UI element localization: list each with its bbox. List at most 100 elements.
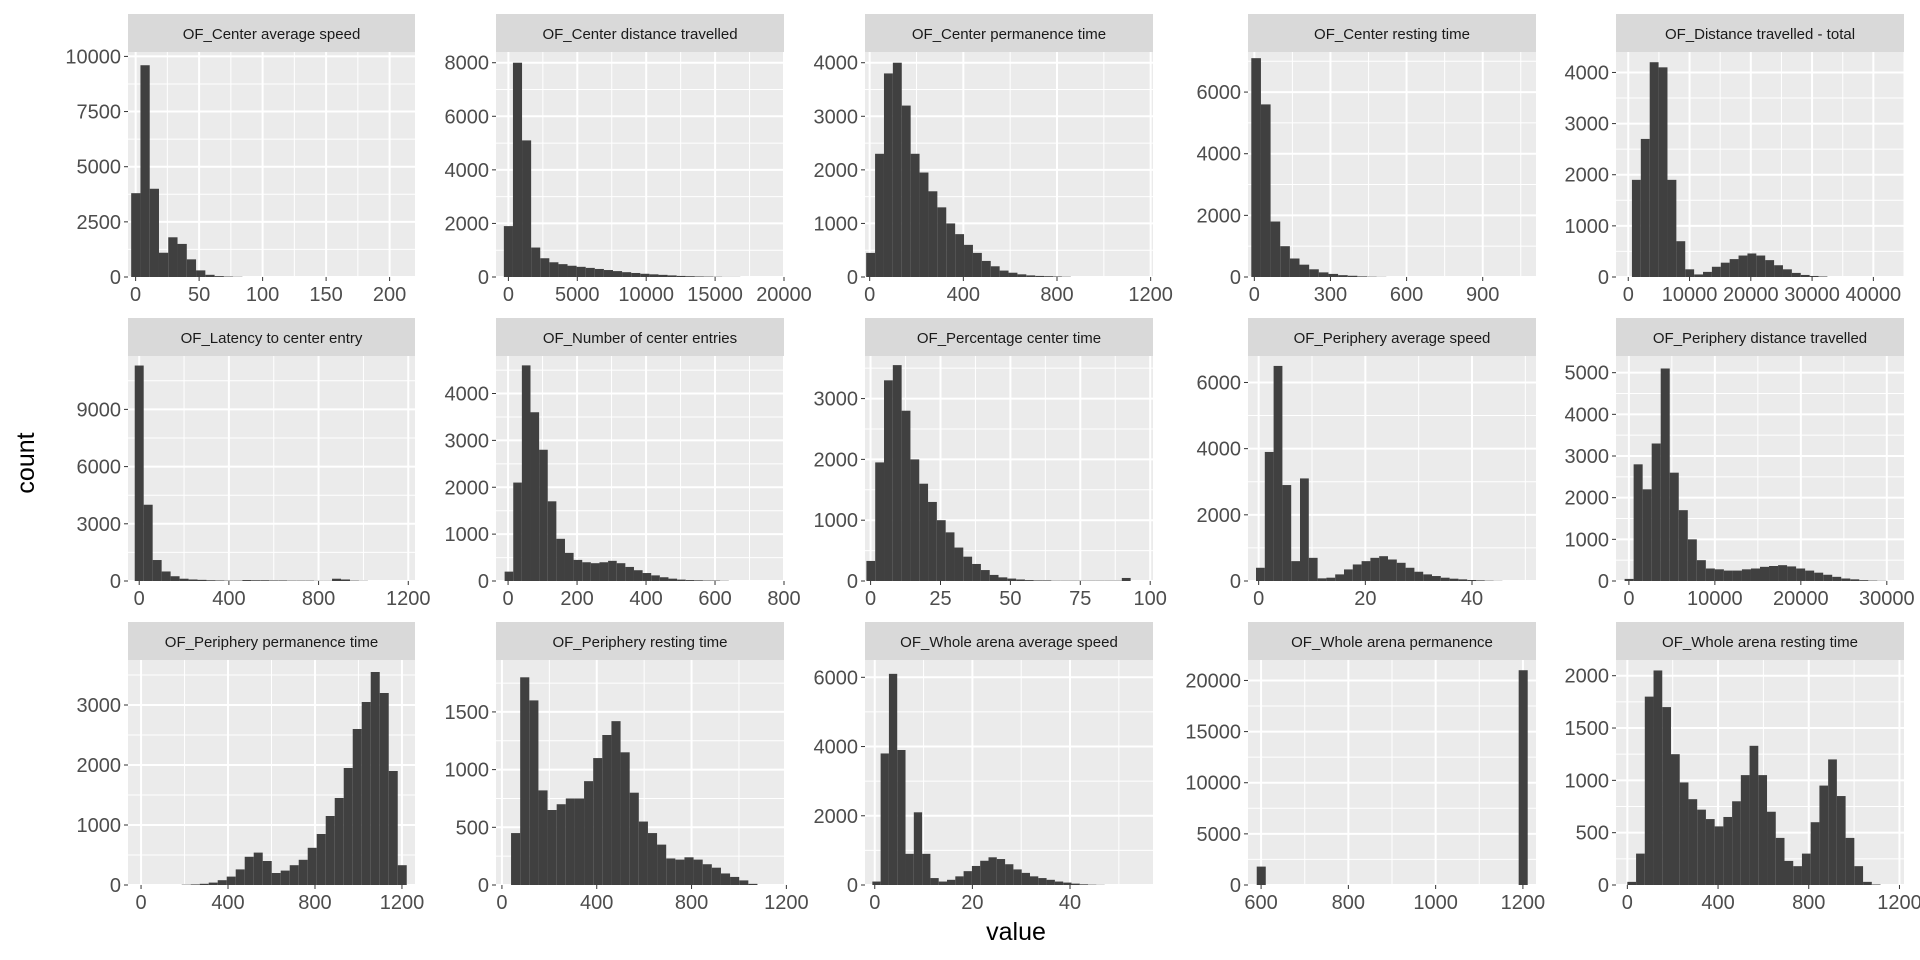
histogram-bar	[1732, 801, 1741, 885]
y-tick-label: 1000	[77, 815, 122, 837]
histogram-bar	[1714, 569, 1724, 581]
histogram-bar	[1388, 559, 1397, 581]
y-tick-label: 6000	[814, 667, 859, 689]
histogram-bar	[177, 243, 187, 277]
histogram-bar	[658, 274, 668, 277]
x-tick-label: 10000	[618, 284, 674, 306]
facet-title: OF_Center permanence time	[912, 26, 1106, 43]
facet-panel: OF_Periphery permanence time 0 400 800 1200 0…	[77, 622, 425, 914]
histogram-bar	[980, 570, 990, 581]
y-tick-label: 9000	[77, 399, 122, 421]
histogram-bar	[657, 844, 667, 885]
histogram-bar	[748, 883, 758, 885]
histogram-bar	[1273, 365, 1283, 581]
histogram-bar	[1017, 274, 1027, 277]
histogram-bar	[1676, 241, 1686, 277]
histogram-bar	[513, 482, 522, 581]
x-tick-label: 100	[246, 284, 279, 306]
histogram-bar	[1631, 179, 1641, 277]
y-tick-label: 2000	[814, 806, 859, 828]
histogram-bar	[170, 576, 180, 581]
histogram-bar	[1758, 775, 1768, 885]
x-tick-label: 5000	[555, 284, 600, 306]
panel-background	[1248, 356, 1536, 581]
facet-title: OF_Distance travelled - total	[1665, 26, 1855, 43]
histogram-bar	[1007, 578, 1017, 581]
x-tick-label: 40000	[1846, 284, 1902, 306]
x-tick-label: 100	[1134, 588, 1167, 610]
facet-panel: OF_Center permanence time 0 400 800 1200 0 100…	[814, 14, 1173, 306]
facet-strip	[496, 622, 784, 660]
histogram-bars	[131, 65, 243, 277]
x-tick-label: 600	[1244, 892, 1277, 914]
histogram-bar	[1732, 570, 1742, 581]
histogram-bars	[1251, 58, 1387, 277]
histogram-bar	[1361, 561, 1371, 581]
histogram-bar	[888, 673, 898, 885]
histogram-bar	[388, 771, 398, 885]
histogram-bar	[168, 237, 178, 277]
histogram-bar	[1787, 566, 1797, 581]
x-tick-label: 600	[698, 588, 731, 610]
histogram-bar	[352, 729, 362, 885]
histogram-bar	[892, 62, 902, 277]
histogram-bar	[379, 693, 389, 885]
histogram-bar	[208, 882, 218, 885]
facet-strip	[1616, 14, 1904, 52]
histogram-bar	[188, 579, 198, 581]
y-tick-label: 0	[1230, 875, 1241, 897]
facet-panel: OF_Periphery resting time 0 400 800 1200 0 500…	[445, 622, 809, 914]
facet-strip	[865, 318, 1153, 356]
histogram-bar	[980, 860, 989, 885]
x-tick-label: 800	[1792, 892, 1825, 914]
histogram-bar	[1720, 262, 1730, 277]
y-tick-label: 2000	[1565, 488, 1610, 510]
histogram-bar	[667, 275, 677, 277]
histogram-bar	[1347, 275, 1358, 277]
x-tick-label: 1200	[380, 892, 425, 914]
histogram-bar	[990, 266, 1000, 277]
x-tick-label: 400	[1701, 892, 1734, 914]
histogram-bar	[593, 758, 603, 885]
x-tick-label: 800	[302, 588, 335, 610]
facet-title: OF_Whole arena resting time	[1662, 634, 1858, 651]
histogram-bar	[269, 580, 279, 581]
x-tick-label: 1000	[1413, 892, 1458, 914]
histogram-bar	[629, 792, 639, 885]
histogram-bar	[1357, 276, 1368, 277]
x-tick-label: 400	[212, 588, 245, 610]
histogram-bar	[625, 566, 634, 581]
histogram-bar	[567, 265, 577, 277]
y-tick-label: 0	[478, 267, 489, 289]
y-tick-label: 3000	[445, 430, 490, 452]
histogram-bar	[1767, 811, 1776, 885]
histogram-bar	[892, 365, 902, 581]
histogram-bar	[651, 575, 660, 581]
histogram-bar	[584, 781, 594, 885]
facet-panel: OF_Whole arena permanence 600 800 1000 1200 0…	[1185, 622, 1545, 914]
histogram-bar	[161, 571, 171, 581]
x-tick-label: 800	[675, 892, 708, 914]
histogram-bar	[937, 207, 947, 277]
histogram-bar	[1809, 275, 1819, 277]
y-tick-label: 6000	[445, 106, 490, 128]
histogram-bar	[1760, 566, 1770, 581]
facet-strip	[865, 622, 1153, 660]
histogram-bar	[1021, 872, 1030, 885]
histogram-bar	[334, 798, 344, 885]
histogram-bar	[547, 810, 557, 885]
x-tick-label: 20000	[1723, 284, 1779, 306]
facet-strip	[496, 14, 784, 52]
histogram-bar	[866, 252, 876, 277]
histogram-bar	[922, 853, 931, 885]
histogram-bar	[647, 833, 658, 885]
histogram-bar	[1658, 67, 1668, 277]
histogram-bar	[1042, 580, 1052, 581]
histogram-bar	[361, 702, 371, 885]
x-tick-label: 300	[1314, 284, 1347, 306]
histogram-bar	[1251, 58, 1261, 277]
x-tick-label: 10000	[1662, 284, 1718, 306]
x-tick-label: 1200	[386, 588, 431, 610]
